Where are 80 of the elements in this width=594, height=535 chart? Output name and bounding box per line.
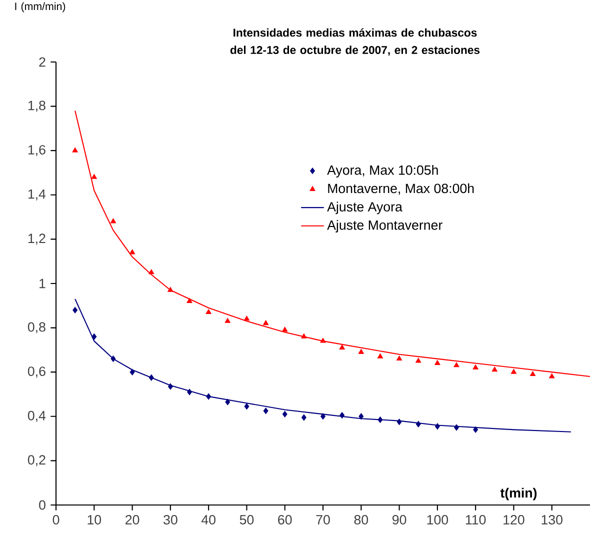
y-tick-label: 0,2 (28, 455, 46, 466)
x-tick-label: 80 (354, 515, 368, 524)
point (187, 388, 192, 396)
legend-label: Ajuste Ayora (327, 202, 402, 214)
point (454, 362, 460, 368)
point (130, 368, 135, 376)
x-tick-label: 100 (427, 515, 448, 524)
point (168, 286, 174, 292)
point (358, 413, 364, 420)
point (168, 383, 173, 390)
point (434, 423, 440, 430)
point (91, 174, 97, 179)
x-tick-label: 70 (316, 515, 330, 524)
legend-label: Montaverne, Max 08:00h (328, 183, 474, 195)
point (320, 413, 326, 420)
point (434, 360, 440, 365)
x-tick-label: 0 (52, 515, 60, 524)
x-tick-label: 20 (126, 515, 140, 524)
point (377, 353, 384, 358)
point (340, 412, 345, 418)
point (339, 344, 345, 350)
point (454, 424, 459, 431)
point (416, 420, 421, 428)
point (244, 403, 250, 410)
x-tick-label: 60 (278, 515, 292, 524)
point (282, 410, 288, 418)
y-tick-label: 0,6 (28, 366, 46, 378)
point (148, 269, 154, 274)
legend-label: Ayora, Max 10:05h (327, 165, 438, 178)
point (129, 249, 136, 254)
point (396, 418, 402, 426)
point (358, 348, 364, 354)
x-tick-label: 110 (466, 515, 486, 524)
x-tick-label: 130 (542, 515, 562, 524)
x-tick-label: 120 (504, 515, 524, 524)
point (244, 316, 250, 321)
point (320, 338, 326, 343)
point (72, 147, 78, 152)
point (186, 298, 192, 303)
point (301, 414, 306, 421)
x-tick-label: 30 (164, 515, 178, 524)
y-tick-label: 1,6 (28, 145, 46, 156)
point (549, 373, 555, 378)
y-axis-title: I (mm/min) (15, 2, 66, 12)
x-tick-label: 40 (201, 515, 216, 524)
point (206, 393, 212, 400)
y-tick-label: 0,4 (28, 410, 46, 422)
y-tick-label: 1 (40, 278, 46, 288)
point (148, 374, 154, 381)
point (92, 333, 97, 340)
point (225, 398, 230, 406)
y-tick-label: 0 (39, 500, 46, 510)
chart-title: Intensidades medias máximas de chubascos del 12-13 de octubre de 2007, en 2 estaciones (230, 28, 480, 56)
point (416, 358, 422, 363)
point (492, 366, 498, 372)
y-tick-label: 1,4 (28, 189, 46, 200)
point (396, 356, 402, 361)
x-tick-label: 10 (88, 515, 102, 524)
point (110, 218, 116, 224)
point (530, 371, 536, 376)
point (262, 320, 269, 326)
point (72, 306, 78, 314)
point (282, 326, 288, 332)
x-tick-label: 90 (392, 515, 406, 524)
point (263, 408, 268, 414)
point (378, 416, 383, 423)
point (110, 356, 116, 362)
point (301, 333, 307, 338)
point (224, 318, 230, 323)
point (472, 364, 478, 370)
point (510, 368, 517, 374)
point (206, 309, 212, 314)
x-tick-label: 50 (240, 515, 254, 524)
y-tick-label: 1,2 (28, 234, 46, 245)
legend-label: Ajuste Montaverner (327, 220, 442, 232)
y-tick-label: 2 (39, 57, 46, 67)
point (473, 426, 478, 433)
y-tick-label: 1,8 (28, 100, 46, 112)
x-axis-title: t(min) (500, 488, 537, 500)
y-tick-label: 0,8 (28, 322, 46, 334)
